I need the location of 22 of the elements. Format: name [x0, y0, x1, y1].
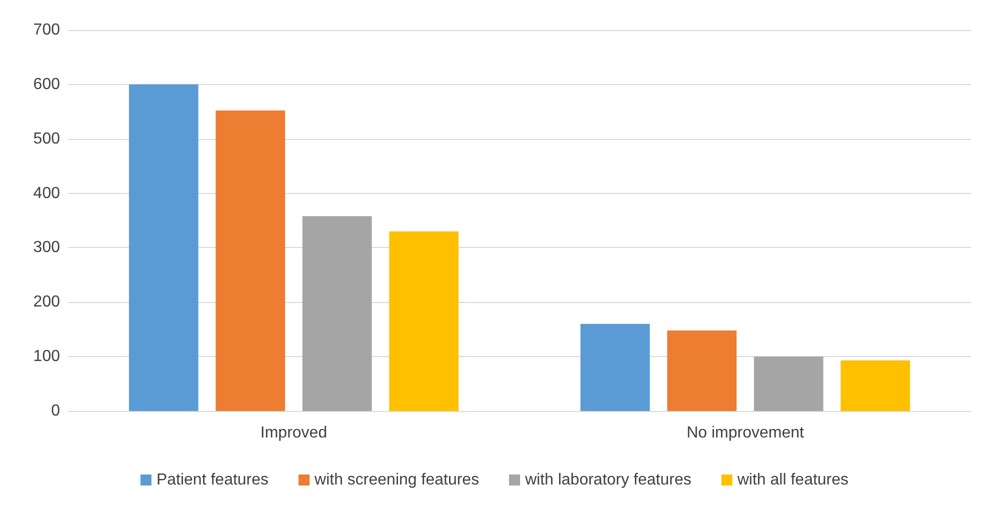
- legend-label: with laboratory features: [524, 472, 692, 488]
- bar: [667, 330, 737, 411]
- y-tick-label: 0: [51, 402, 60, 420]
- y-tick-label: 700: [33, 22, 60, 38]
- y-tick-label: 100: [33, 348, 60, 366]
- bar: [216, 110, 286, 411]
- bar: [389, 231, 459, 411]
- y-tick-label: 400: [33, 184, 60, 202]
- y-tick-label: 600: [33, 76, 60, 93]
- legend-label: with all features: [736, 472, 849, 488]
- legend-label: with screening features: [314, 472, 480, 488]
- legend-label: Patient features: [156, 472, 269, 488]
- x-tick-label: Improved: [260, 424, 328, 442]
- bar: [580, 324, 650, 411]
- bar: [128, 84, 198, 411]
- x-tick-label: No improvement: [686, 424, 804, 442]
- y-tick-label: 300: [33, 239, 60, 256]
- bar: [302, 216, 372, 411]
- bar: [840, 360, 910, 411]
- y-tick-label: 200: [33, 294, 60, 311]
- y-tick-label: 500: [33, 130, 60, 148]
- bar: [754, 356, 824, 411]
